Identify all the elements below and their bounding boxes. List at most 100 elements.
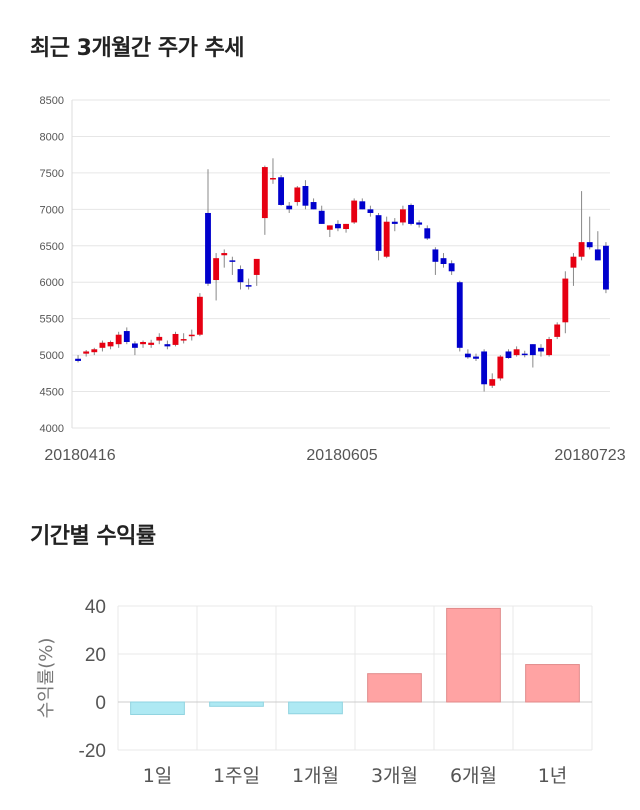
candle-body xyxy=(148,342,155,345)
candle-body xyxy=(270,177,276,180)
candle-body xyxy=(343,223,349,230)
candle-body xyxy=(383,221,390,257)
candle-body xyxy=(473,356,479,359)
y-tick-label: 7000 xyxy=(40,204,64,216)
candle-body xyxy=(448,263,455,272)
return-bar xyxy=(288,701,343,715)
candle-body xyxy=(123,331,130,342)
candle-body xyxy=(464,353,471,358)
candle-body xyxy=(529,344,536,356)
candle-body xyxy=(140,341,146,345)
return-bar xyxy=(525,664,580,703)
y-tick-label: 5000 xyxy=(40,350,64,362)
candle-body xyxy=(603,245,609,290)
y-tick-label: 4500 xyxy=(40,387,64,399)
candle-body xyxy=(408,204,414,224)
candle-body xyxy=(164,344,171,347)
return-bar xyxy=(130,701,185,715)
period-return-bar-chart: 40 20 0 -20 수익률(%) 1일 1주일 1개월 3개월 6개월 1년 xyxy=(36,597,593,787)
candle-body xyxy=(261,167,268,219)
candle-body xyxy=(188,334,195,337)
candle-body xyxy=(205,212,211,284)
candle-body xyxy=(440,258,447,264)
candle-body xyxy=(156,336,163,341)
candle-body xyxy=(570,256,577,268)
y-tick-label: -20 xyxy=(79,741,106,762)
x-tick-label: 1주일 xyxy=(213,765,260,787)
period-return-title: 기간별 수익률 xyxy=(30,524,156,549)
y-tick-label: 0 xyxy=(95,693,106,714)
candle-body xyxy=(326,225,333,230)
candle-body xyxy=(578,242,585,257)
candle-body xyxy=(253,258,260,275)
y-tick-label: 5500 xyxy=(40,314,64,326)
y-tick-label: 6000 xyxy=(40,277,64,289)
candle-body xyxy=(213,258,220,281)
price-candlestick-chart: 8500 8000 7500 7000 6500 6000 5500 5000 4500 4000… xyxy=(40,95,626,464)
x-tick-label: 20180605 xyxy=(306,447,377,464)
candle-body xyxy=(456,282,463,348)
candle-body xyxy=(367,209,374,213)
candle-body xyxy=(91,349,98,353)
candle-body xyxy=(172,333,179,345)
candle-body xyxy=(505,351,512,359)
x-tick-label: 20180416 xyxy=(44,447,115,464)
candle-body xyxy=(497,356,504,379)
x-tick-label: 1년 xyxy=(538,765,568,787)
x-tick-label: 6개월 xyxy=(450,765,497,787)
candle-body xyxy=(375,215,382,251)
x-tick-label: 20180723 xyxy=(554,447,625,464)
candle-body xyxy=(424,228,431,239)
candle-body xyxy=(107,341,114,347)
y-tick-label: 4000 xyxy=(40,423,64,435)
candle-body xyxy=(586,242,593,248)
return-bar xyxy=(367,673,422,703)
candle-body xyxy=(554,324,561,337)
candle-body xyxy=(594,249,601,261)
candle-body xyxy=(318,210,325,224)
y-tick-label: 6500 xyxy=(40,241,64,253)
y-tick-label: 8000 xyxy=(40,131,64,143)
candle-body xyxy=(302,186,309,206)
candle-body xyxy=(416,222,423,225)
candle-body xyxy=(237,269,244,283)
return-bar xyxy=(446,607,501,703)
candle-body xyxy=(310,202,317,210)
candle-body xyxy=(286,205,293,210)
candle-body xyxy=(359,201,366,210)
candle-body xyxy=(562,278,569,323)
candle-body xyxy=(245,285,252,287)
candle-body xyxy=(538,347,544,352)
candle-body xyxy=(196,296,203,335)
candle-body xyxy=(180,339,187,341)
candle-body xyxy=(399,209,406,223)
candle-body xyxy=(294,187,301,203)
y-axis-label: 수익률(%) xyxy=(36,638,57,719)
x-tick-label: 1일 xyxy=(143,765,173,787)
y-tick-label: 8500 xyxy=(40,95,64,107)
candle-body xyxy=(432,249,439,262)
y-tick-label: 7500 xyxy=(40,168,64,180)
candle-body xyxy=(229,260,236,262)
candle-body xyxy=(278,177,285,205)
candle-body xyxy=(221,253,228,256)
x-tick-label: 1개월 xyxy=(292,765,339,787)
x-tick-label: 3개월 xyxy=(371,765,418,787)
return-bar xyxy=(209,701,264,707)
candle-body xyxy=(75,358,81,361)
candle-body xyxy=(391,221,398,224)
y-tick-label: 40 xyxy=(85,597,106,618)
y-tick-label: 20 xyxy=(85,645,106,666)
candle-body xyxy=(83,351,90,354)
candle-body xyxy=(115,334,122,345)
candle-body xyxy=(513,349,520,356)
candle-body xyxy=(99,342,106,348)
candle-body xyxy=(521,353,528,356)
price-trend-title: 최근 3개월간 주가 추세 xyxy=(30,36,244,61)
candle-body xyxy=(481,351,488,385)
candle-body xyxy=(131,343,138,348)
candle-body xyxy=(335,223,341,229)
candle-body xyxy=(351,200,358,223)
candle-body xyxy=(489,379,496,386)
candle-body xyxy=(546,339,553,356)
